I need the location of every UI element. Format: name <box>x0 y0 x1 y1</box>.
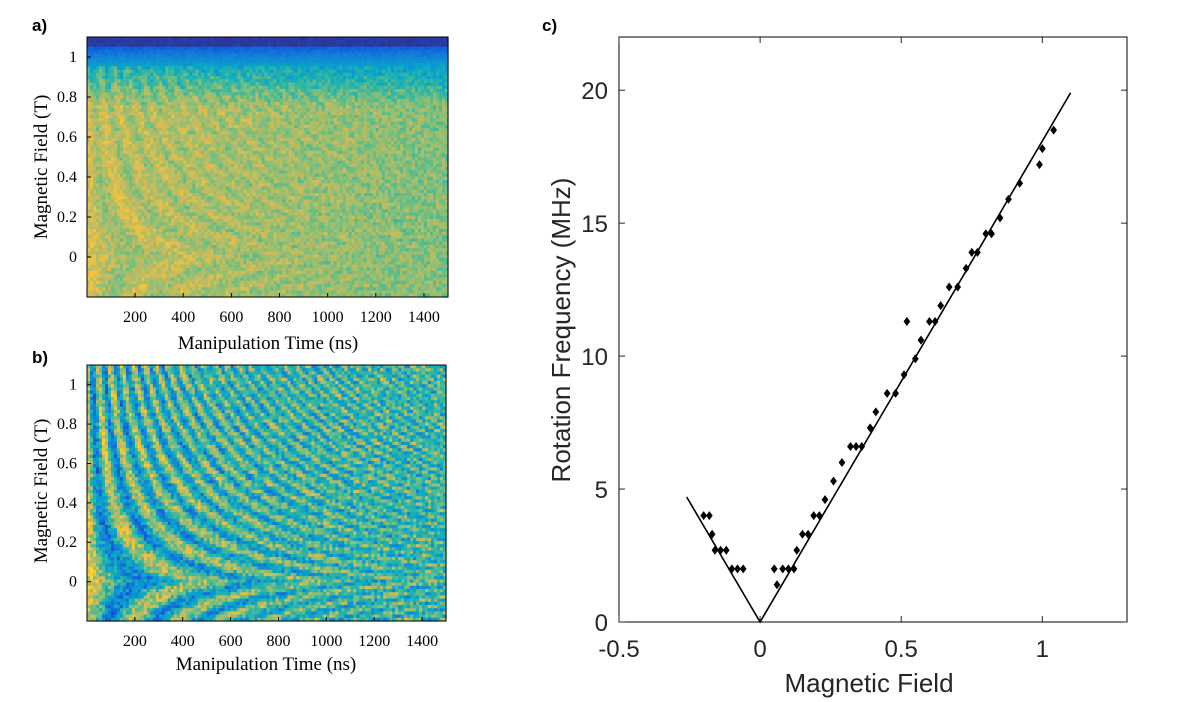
panel-label-b: b) <box>32 348 48 367</box>
heatmap-panel-a: 200 400 600 800 1000 1200 1400 10.80.60.40.20 … <box>31 37 449 354</box>
figure: a) b) c) 200 400 600 800 1000 1200 1400 10.80.… <box>0 0 1188 702</box>
heatmap-a-cells <box>87 37 449 298</box>
panel-label-c: c) <box>542 16 557 35</box>
panel-label-a: a) <box>32 16 47 35</box>
